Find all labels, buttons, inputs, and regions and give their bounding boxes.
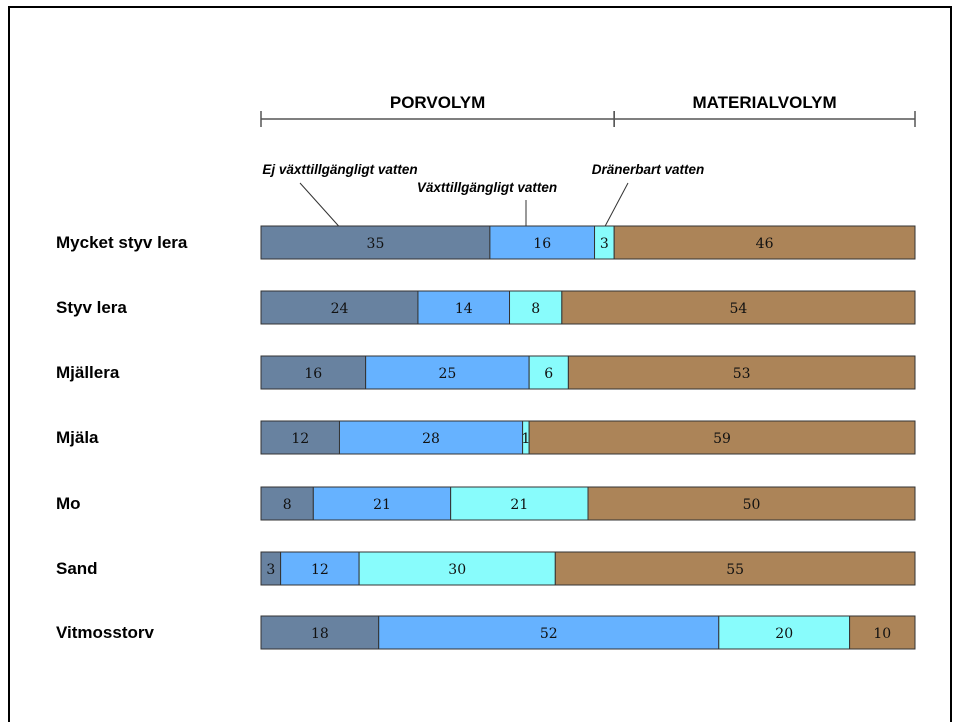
annotation-2: Växttillgängligt vatten [417,180,557,232]
bar-segment [528,420,916,455]
bar-row: Vitmosstorv 18 52 20 10 [56,615,916,650]
annotation-pointer [299,182,345,233]
bar-segment [338,420,524,455]
bar-row: Mo 8 21 21 50 [56,486,916,521]
data-label: 12 [291,431,309,447]
bar-segment [260,290,419,325]
bar-segment [509,290,563,325]
bar-segment [365,355,530,390]
data-label: 21 [510,497,528,513]
data-label: 18 [311,626,329,642]
data-label: 10 [873,626,891,642]
bar-segment [613,225,916,260]
bar-segment [260,615,380,650]
annotation-label: Dränerbart vatten [592,162,705,177]
data-label: 59 [713,431,731,447]
bar-segment [312,486,452,521]
data-label: 20 [775,626,793,642]
data-label: 12 [311,562,329,578]
data-label: 1 [521,431,530,447]
group-headers: PORVOLYM MATERIALVOLYM [260,93,916,127]
category-label: Mycket styv lera [56,233,188,252]
data-label: 8 [283,497,292,513]
bar-row: Styv lera 24 14 8 54 [56,290,916,325]
data-label: 16 [533,236,551,252]
data-label: 50 [743,497,761,513]
bar-segment [358,551,556,586]
chart-frame [8,6,952,722]
bar-segment [450,486,589,521]
data-label: 52 [540,626,558,642]
data-label: 30 [448,562,466,578]
series-annotations: Ej växttillgängligt vattenVäxttillgängli… [262,162,705,233]
data-label: 8 [531,301,540,317]
data-label: 25 [438,366,456,382]
bar-segment [567,355,916,390]
data-label: 16 [304,366,322,382]
data-label: 6 [544,366,553,382]
annotation-label: Växttillgängligt vatten [417,180,557,195]
bar-segment [378,615,720,650]
data-label: 53 [733,366,751,382]
group-header-label: PORVOLYM [390,93,485,112]
bar-segment [587,486,916,521]
annotation-3: Dränerbart vatten [592,162,705,233]
data-label: 35 [367,236,385,252]
category-label: Sand [56,559,98,578]
bar-segment [260,486,314,521]
data-label: 46 [756,236,774,252]
data-label: 3 [266,562,275,578]
group-header-1: PORVOLYM [260,93,615,127]
category-label: Mjällera [56,363,120,382]
bar-row: Mjäla 12 28 1 59 [56,420,916,455]
bar-segment [554,551,916,586]
data-label: 14 [455,301,473,317]
bar-row: Sand 3 12 30 55 [56,551,916,586]
annotation-pointer [601,182,629,233]
bar-segment [849,615,916,650]
data-label: 28 [422,431,440,447]
category-label: Vitmosstorv [56,623,154,642]
category-label: Mjäla [56,428,99,447]
annotation-label: Ej växttillgängligt vatten [262,162,417,177]
bar-segment [280,551,360,586]
annotation-1: Ej växttillgängligt vatten [262,162,418,233]
bar-row: Mycket styv lera 35 16 3 46 [56,225,916,260]
group-header-2: MATERIALVOLYM [613,93,916,127]
category-label: Mo [56,494,81,513]
group-header-label: MATERIALVOLYM [692,93,836,112]
data-label: 24 [331,301,349,317]
data-label: 21 [373,497,391,513]
bar-segment [260,225,491,260]
data-label: 54 [730,301,748,317]
bar-row: Mjällera 16 25 6 53 [56,355,916,390]
bar-segment [489,225,596,260]
data-label: 3 [600,236,609,252]
data-label: 55 [726,562,744,578]
bar-segment [260,420,340,455]
bar-segment [561,290,916,325]
bar-segment [417,290,511,325]
category-label: Styv lera [56,298,127,317]
